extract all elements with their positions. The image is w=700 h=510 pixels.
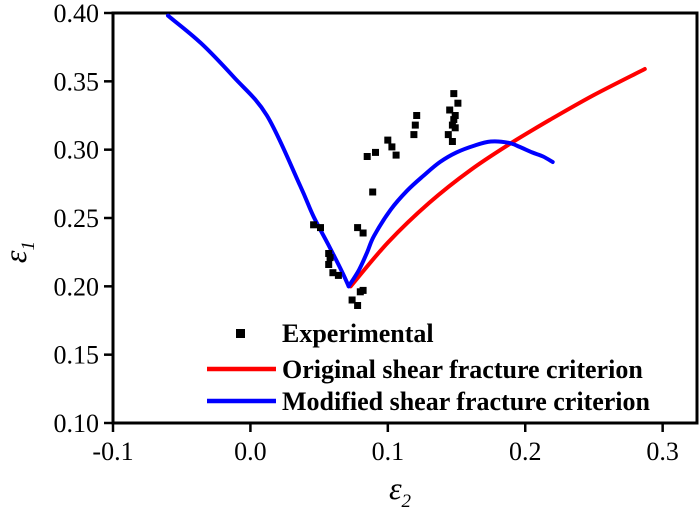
x-axis-ticks: -0.1 0.0 0.1 0.2 0.3 (92, 423, 679, 466)
y-tick-label: 0.25 (54, 204, 100, 233)
experimental-data-point (388, 143, 396, 151)
legend-label-experimental: Experimental (282, 319, 434, 348)
experimental-data-point (359, 229, 367, 237)
y-tick-label: 0.10 (54, 409, 100, 438)
y-axis-title: ε1 (0, 241, 39, 263)
modified-criterion-curve (346, 139, 555, 289)
y-tick-label: 0.40 (54, 0, 100, 28)
x-tick-label: 0.2 (509, 437, 542, 466)
experimental-data-point (451, 124, 459, 132)
experimental-data-point (354, 224, 362, 232)
experimental-data-point (450, 90, 458, 98)
experimental-data-point (334, 271, 342, 279)
experimental-data-point (451, 112, 459, 119)
experimental-data-point (369, 188, 377, 196)
experimental-data-point (413, 112, 421, 119)
legend-label-modified-criterion: Modified shear fracture criterion (282, 387, 651, 416)
x-tick-label: -0.1 (92, 437, 133, 466)
experimental-data-point (348, 296, 356, 304)
experimental-data-point (448, 138, 456, 145)
experimental-data-point (363, 153, 371, 160)
experimental-data-point (450, 116, 458, 124)
experimental-data-point (446, 106, 454, 114)
experimental-data-point (384, 136, 392, 144)
y-tick-label: 0.30 (54, 136, 100, 165)
y-tick-label: 0.20 (54, 272, 100, 301)
criterion-curves (166, 13, 647, 289)
experimental-data-point (317, 224, 324, 232)
experimental-data-point (454, 99, 462, 107)
experimental-data-point (372, 148, 379, 156)
experimental-data-point (410, 131, 418, 139)
legend-label-original-criterion: Original shear fracture criterion (282, 355, 643, 384)
experimental-data-point (354, 302, 362, 309)
x-tick-label: 0.1 (372, 437, 405, 466)
experimental-data-point (310, 221, 318, 229)
x-tick-label: 0.0 (234, 437, 267, 466)
experimental-data-point (444, 131, 452, 139)
y-axis-ticks: 0.10 0.15 0.20 0.25 0.30 0.35 0.40 (54, 0, 113, 438)
experimental-data-point (325, 261, 333, 268)
experimental-points (310, 90, 462, 309)
experimental-data-point (326, 254, 334, 262)
modified-criterion-curve (166, 13, 351, 289)
experimental-data-point (359, 286, 367, 294)
x-axis-title: ε2 (389, 470, 412, 510)
y-tick-label: 0.15 (54, 341, 100, 370)
y-tick-label: 0.35 (54, 67, 100, 96)
experimental-data-point (329, 269, 337, 277)
experimental-data-point (411, 121, 419, 129)
experimental-data-point (392, 151, 400, 159)
original-criterion-curve (348, 67, 647, 289)
legend: Experimental Original shear fracture cri… (207, 319, 651, 416)
experimental-data-point (325, 250, 333, 257)
x-tick-label: 0.3 (646, 437, 679, 466)
legend-marker-experimental (236, 329, 245, 338)
